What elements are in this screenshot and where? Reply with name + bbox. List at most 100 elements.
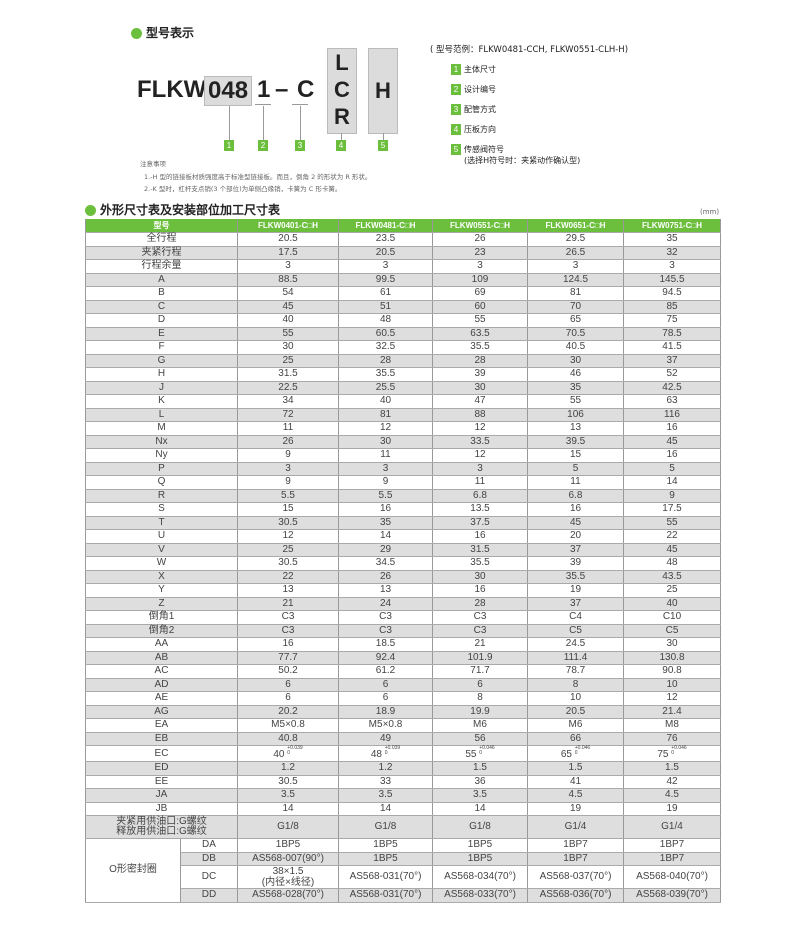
table-row-oring: DB AS568-007(90°) 1BP5 1BP5 1BP7 1BP7	[86, 852, 721, 866]
row-label: Z	[85, 597, 238, 611]
table-row: V 25 29 31.5 37 45	[85, 543, 721, 557]
table-row-oring: O形密封圈 DA 1BP5 1BP5 1BP5 1BP7 1BP7	[85, 838, 721, 903]
table-cell: 24.5	[527, 637, 624, 652]
table-cell: 1.5	[432, 761, 528, 776]
row-label: EA	[85, 718, 238, 733]
table-cell: 14	[237, 802, 339, 816]
table-cell: 9	[237, 448, 339, 463]
row-label: L	[85, 408, 238, 422]
code-size: 048	[204, 76, 253, 106]
table-cell: 32	[623, 246, 721, 260]
table-row: U 12 14 16 20 22	[85, 529, 721, 544]
table-cell: 37.5	[432, 516, 528, 530]
table-cell: 40	[338, 394, 433, 409]
table-cell: 66	[527, 732, 624, 746]
table-cell: C5	[527, 624, 624, 638]
table-cell: 55	[237, 327, 339, 341]
table-cell: 6.8	[432, 489, 528, 503]
row-label: 全行程	[85, 232, 238, 247]
table-cell: 63	[623, 394, 721, 409]
tolerance: +0.039 0	[384, 745, 401, 756]
table-row: EC 40 +0.039 0 48 +0.039 0 55 +0.046 0 65 +0.04…	[85, 745, 721, 762]
table-cell: 106	[527, 408, 624, 422]
bullet-icon	[131, 28, 142, 39]
table-cell: 65	[527, 313, 624, 328]
table-cell: 20.5	[527, 705, 624, 719]
row-label: Y	[85, 583, 238, 598]
table-cell: 45	[237, 300, 339, 314]
table-cell: 14	[432, 802, 528, 816]
table-row: B 54 61 69 81 94.5	[85, 286, 721, 301]
table-cell: 38×1.5 (内径×线径)	[237, 865, 339, 889]
table-cell: 12	[237, 529, 339, 544]
table-cell: 41.5	[623, 340, 721, 355]
row-label: 倒角1	[85, 610, 238, 625]
row-label: J	[85, 381, 238, 395]
table-cell: 70	[527, 300, 624, 314]
table-cell: 1BP7	[623, 852, 721, 866]
table-cell: M6	[527, 718, 624, 733]
table-cell: 3.5	[432, 788, 528, 803]
row-label: Q	[85, 475, 238, 490]
row-label: DA	[180, 838, 238, 853]
table-cell: 69	[432, 286, 528, 301]
table-cell: 25	[623, 583, 721, 598]
table-row: AB 77.7 92.4 101.9 111.4 130.8	[85, 651, 721, 665]
row-label: G	[85, 354, 238, 368]
table-row: 行程余量 3 3 3 3 3	[85, 259, 721, 274]
table-cell: G1/8	[338, 815, 433, 839]
table-cell: 37	[623, 354, 721, 368]
table-cell: 13.5	[432, 502, 528, 517]
table-cell: 30	[237, 340, 339, 355]
table-cell: 5.5	[237, 489, 339, 503]
row-label: AA	[85, 637, 238, 652]
table-cell: 40 +0.039 0	[237, 745, 339, 762]
table-cell: 3.5	[237, 788, 339, 803]
table-cell: 51	[338, 300, 433, 314]
table-row: Nx 26 30 33.5 39.5 45	[85, 435, 721, 449]
table-row: W 30.5 34.5 35.5 39 48	[85, 556, 721, 571]
table-cell: 47	[432, 394, 528, 409]
table-cell: 35	[527, 381, 624, 395]
table-cell: 3	[623, 259, 721, 274]
row-label: 行程余量	[85, 259, 238, 274]
table-row: 倒角2 C3 C3 C3 C5 C5	[85, 624, 721, 638]
table-cell: 55	[623, 516, 721, 530]
table-cell: 35	[623, 232, 721, 247]
table-cell: 3	[237, 259, 339, 274]
table-cell: 31.5	[237, 367, 339, 382]
table-cell: 17.5	[237, 246, 339, 260]
row-label: 夹紧用供油口:G螺纹 释放用供油口:G螺纹	[85, 815, 238, 839]
row-label: P	[85, 462, 238, 476]
row-label: F	[85, 340, 238, 355]
table-cell: G1/8	[432, 815, 528, 839]
table-cell: 16	[623, 448, 721, 463]
table-cell: 42.5	[623, 381, 721, 395]
table-cell: C3	[237, 610, 339, 625]
table-cell: 28	[338, 354, 433, 368]
table-cell: AS568-034(70°)	[432, 865, 528, 889]
table-cell: 33	[338, 775, 433, 789]
table-row: 倒角1 C3 C3 C3 C4 C10	[85, 610, 721, 625]
table-cell: 1.2	[237, 761, 339, 776]
table-cell: 52	[623, 367, 721, 382]
table-cell: 10	[527, 691, 624, 706]
table-row: C 45 51 60 70 85	[85, 300, 721, 314]
table-cell: 8	[432, 691, 528, 706]
table-cell: 35.5	[432, 340, 528, 355]
oring-group-label: O形密封圈	[85, 838, 181, 903]
table-row: 夹紧行程 17.5 20.5 23 26.5 32	[85, 246, 721, 260]
table-cell: AS568-036(70°)	[527, 888, 624, 903]
table-cell: 22	[623, 529, 721, 544]
table-cell: 116	[623, 408, 721, 422]
table-cell: 12	[432, 448, 528, 463]
table-cell: 45	[623, 543, 721, 557]
table-cell: 78.5	[623, 327, 721, 341]
table-row: Ny 9 11 12 15 16	[85, 448, 721, 463]
row-label: AB	[85, 651, 238, 665]
table-cell: 26	[338, 570, 433, 584]
table-cell: 16	[338, 502, 433, 517]
table-cell: 41	[527, 775, 624, 789]
tolerance: +0.039 0	[287, 745, 303, 756]
